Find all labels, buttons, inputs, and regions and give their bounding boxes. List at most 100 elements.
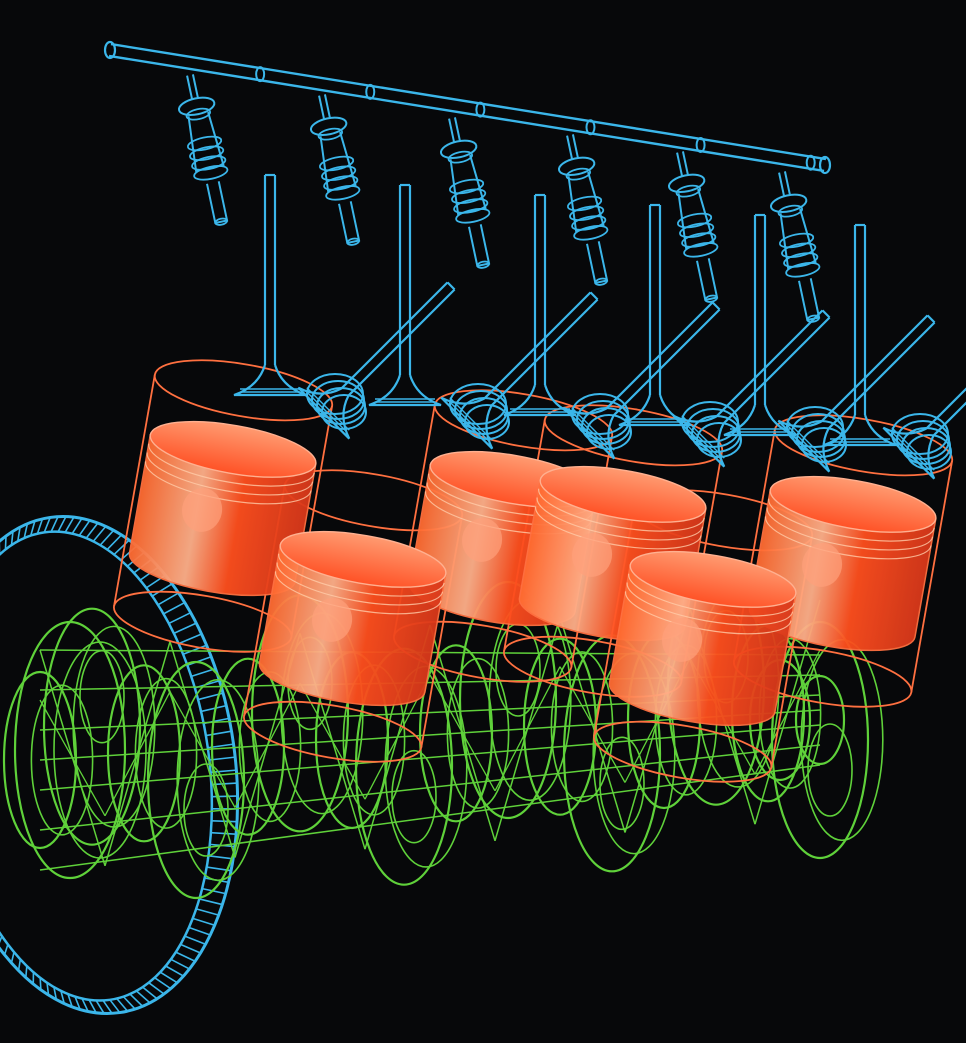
piston-ring-groove (146, 452, 314, 496)
ring-gear-tooth (129, 993, 144, 1007)
injector-inlet (323, 94, 332, 120)
intake-valve (233, 173, 307, 397)
injector-collar (309, 116, 348, 136)
ring-gear-tooth (4, 535, 7, 550)
ring-gear-tooth (10, 951, 15, 964)
ring-gear-tooth (43, 517, 51, 533)
exhaust-valve (882, 321, 966, 480)
valve-spring-coil (696, 422, 742, 458)
piston-ring-groove (145, 461, 312, 505)
ring-gear-tooth (188, 926, 211, 936)
crank-web-back (30, 684, 94, 836)
wrist-pin-boss (312, 597, 353, 642)
counterweight (13, 620, 127, 880)
intake-valve (618, 203, 692, 427)
injector-inlet (318, 95, 326, 121)
injector-oring (781, 242, 817, 259)
ring-gear-tooth (71, 518, 83, 535)
injector-inlet (783, 171, 792, 197)
piston-ring-groove (626, 582, 794, 626)
valve-stem (932, 328, 966, 437)
ring-gear-tooth (10, 531, 14, 546)
crank-diagonal (494, 666, 561, 792)
piston-ring-groove (538, 488, 705, 532)
fuel-injectors (177, 74, 821, 323)
injector-oring (676, 212, 713, 229)
ring-gear-tooth (53, 986, 58, 1000)
ring-gear-tooth (57, 516, 67, 533)
fuel-rail-coupling (805, 154, 816, 171)
crank-diagonal (429, 674, 496, 792)
injector-body (449, 154, 487, 216)
ring-gear-tooth (173, 622, 197, 635)
ring-gear-tooth (200, 704, 227, 713)
crank-profile-line (39, 764, 821, 871)
fuel-rail-end-cap (818, 155, 832, 175)
injector-oring (455, 208, 491, 224)
valve-spring-coil (906, 434, 952, 470)
injector-nozzle (206, 181, 229, 225)
ring-gear-tooth (159, 971, 178, 984)
injector-oring (186, 135, 223, 152)
piston-ring-groove (278, 553, 445, 597)
injector-oring (318, 155, 355, 172)
exhaust-valve-spring (681, 401, 742, 458)
piston-ring-groove (768, 498, 935, 542)
exhaust-valve-spring (449, 383, 510, 440)
crank-web (42, 607, 142, 846)
ring-gear-tooth (17, 959, 22, 971)
injector-collar (185, 107, 212, 121)
exhaust-valve (777, 314, 936, 473)
wrist-pin-boss (572, 532, 613, 577)
ring-gear-tooth (184, 935, 206, 946)
injector-oring (325, 185, 361, 201)
wrist-pin-boss (182, 487, 223, 532)
ring-gear-tooth (74, 996, 81, 1010)
injector-tip (476, 260, 490, 269)
ring-gear-tooth (154, 977, 172, 990)
fuel-injector (309, 94, 361, 246)
injector-oring (783, 252, 819, 268)
piston-ring-groove (628, 573, 795, 617)
injector-oring (451, 188, 487, 205)
ring-gear-tooth (29, 520, 36, 536)
crank-pin (807, 723, 853, 817)
ring-gear-tooth (210, 831, 237, 836)
injector-tip (806, 314, 820, 323)
injector-inlet (453, 117, 462, 143)
fuel-rail-edge (110, 42, 827, 161)
ring-gear-tooth (122, 996, 136, 1010)
crank-diagonal (104, 691, 171, 817)
injector-collar (777, 204, 804, 218)
injector-oring (573, 225, 609, 241)
injector-oring (569, 205, 605, 222)
ring-gear-tooth (16, 527, 21, 542)
ring-gear-tooth (191, 667, 216, 678)
injector-tip (346, 237, 360, 246)
fuel-injector (667, 151, 719, 303)
piston-crown (769, 475, 937, 533)
ring-gear-tooth (135, 990, 151, 1004)
ring-gear-tooth (199, 898, 223, 906)
ring-gear-tooth (102, 1000, 113, 1014)
ring-gear-tooth (170, 958, 190, 970)
injector-inlet (681, 151, 690, 177)
ring-gear-tooth (151, 583, 173, 597)
cylinder-bore (113, 359, 334, 653)
crank-web-back (176, 678, 260, 882)
ring-gear-tooth (81, 998, 89, 1012)
valve-spring-coil (801, 427, 847, 463)
crank-profile-line (39, 744, 821, 831)
intake-valve (368, 183, 442, 407)
piston-crown (629, 550, 797, 608)
valve-spring-coil (464, 404, 510, 440)
fuel-rail-coupling (365, 83, 376, 100)
ring-gear-tooth (187, 656, 212, 666)
injector-oring (681, 232, 717, 248)
crank-diagonal (559, 666, 626, 783)
bore-wall (113, 374, 156, 607)
piston (608, 550, 797, 727)
fuel-rail (103, 40, 832, 175)
injector-body (677, 188, 715, 250)
